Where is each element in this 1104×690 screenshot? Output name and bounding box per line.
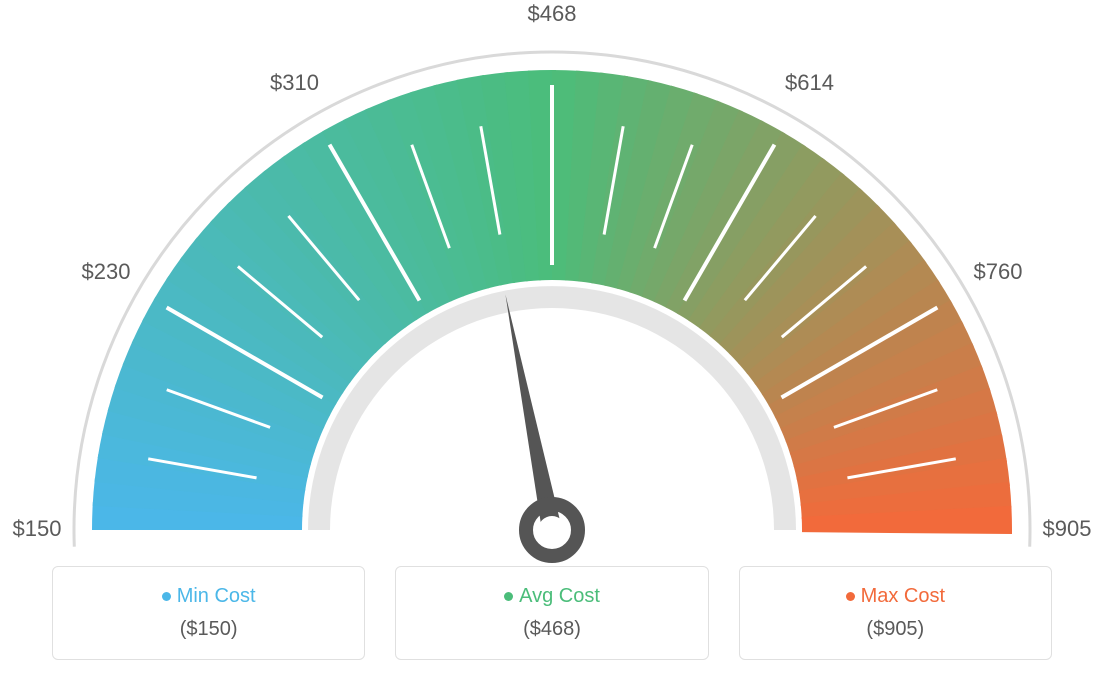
legend-max-title: Max Cost [750,585,1041,608]
legend-row: Min Cost ($150) Avg Cost ($468) Max Cost… [52,566,1052,660]
gauge-tick-label: $614 [775,70,845,96]
gauge-tick-label: $310 [260,70,330,96]
legend-max-label: Max Cost [861,585,945,607]
gauge-tick-label: $230 [71,259,141,285]
gauge-tick-label: $760 [963,259,1033,285]
legend-max: Max Cost ($905) [739,566,1052,660]
gauge-tick-label: $905 [1032,516,1102,542]
legend-avg: Avg Cost ($468) [395,566,708,660]
legend-min: Min Cost ($150) [52,566,365,660]
gauge-tick-label: $468 [517,1,587,27]
legend-min-title: Min Cost [63,585,354,608]
legend-avg-value: ($468) [406,618,697,641]
gauge-svg [52,10,1052,570]
legend-min-label: Min Cost [177,585,256,607]
dot-icon [846,592,855,601]
gauge-tick-label: $150 [2,516,72,542]
legend-avg-label: Avg Cost [519,585,600,607]
dot-icon [162,592,171,601]
dot-icon [504,592,513,601]
gauge-chart: $150 $230 $310 $468 $614 $760 $905 [0,0,1104,570]
legend-max-value: ($905) [750,618,1041,641]
legend-min-value: ($150) [63,618,354,641]
legend-avg-title: Avg Cost [406,585,697,608]
